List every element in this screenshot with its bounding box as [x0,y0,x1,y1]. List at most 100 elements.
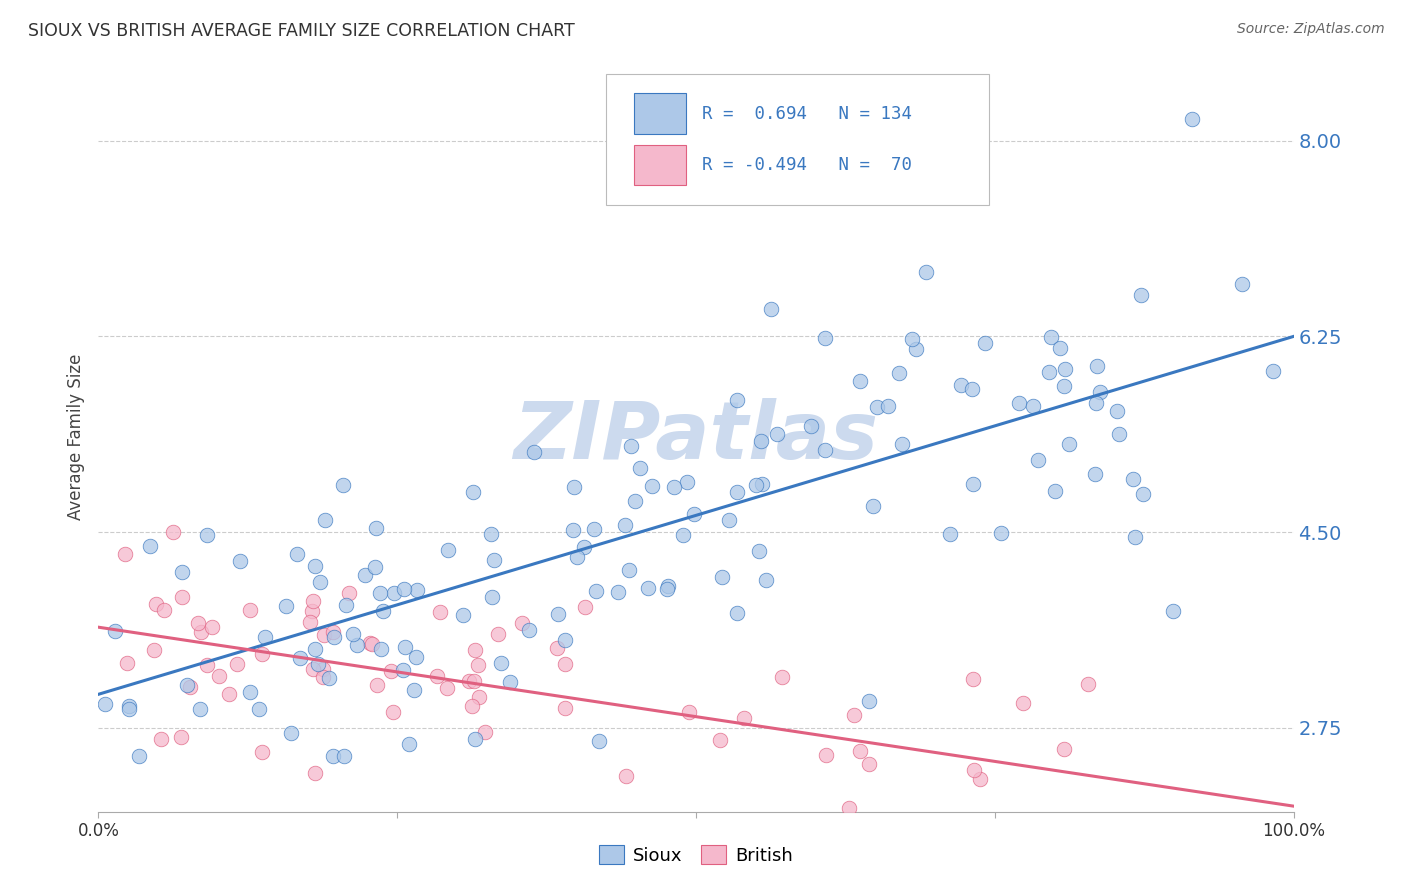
Point [617,563,640,577]
Point [405,582,427,597]
Point [208,669,231,683]
Point [463,673,485,688]
Point [302,594,325,608]
Point [1180,112,1202,126]
Point [1026,452,1049,467]
Point [437,543,460,558]
Point [118,698,141,713]
Text: Source: ZipAtlas.com: Source: ZipAtlas.com [1237,22,1385,37]
Point [678,706,700,720]
Point [1053,362,1076,376]
Point [554,701,576,715]
Point [614,769,637,783]
Point [682,508,704,522]
Point [657,579,679,593]
Point [1085,359,1108,374]
Point [962,673,984,687]
Point [114,547,136,561]
Point [1230,277,1253,292]
Point [1161,604,1184,618]
Point [479,527,502,541]
Point [364,559,387,574]
Point [583,522,606,536]
Point [218,687,240,701]
Point [429,606,451,620]
Point [554,632,576,647]
Point [482,553,505,567]
FancyBboxPatch shape [634,94,686,134]
Point [302,662,325,676]
Point [153,603,176,617]
Point [346,638,368,652]
Point [800,418,823,433]
Text: ZIPatlas: ZIPatlas [513,398,879,476]
Point [969,838,991,853]
Point [1132,487,1154,501]
Point [877,399,900,413]
Point [1021,399,1043,413]
Point [1130,288,1153,302]
Point [304,641,326,656]
Point [657,582,679,597]
Point [718,513,741,527]
Point [1105,403,1128,417]
Point [335,598,357,612]
Point [1038,366,1060,380]
Point [915,265,938,279]
Point [457,674,479,689]
Point [672,527,695,541]
Point [849,744,872,758]
FancyBboxPatch shape [634,145,686,185]
Point [468,690,491,704]
Point [392,664,415,678]
Point [285,547,308,561]
Y-axis label: Average Family Size: Average Family Size [66,354,84,520]
Point [844,707,866,722]
Point [394,640,416,655]
Point [838,801,860,815]
Point [359,635,381,649]
Point [969,772,991,787]
Point [94,697,117,711]
Point [104,624,127,638]
Point [814,442,837,457]
Point [321,624,343,639]
Point [467,658,489,673]
Point [900,332,922,346]
Point [176,678,198,692]
Point [380,664,402,678]
Point [990,525,1012,540]
Point [572,541,595,555]
Point [337,586,360,600]
Point [814,331,837,345]
Point [451,608,474,623]
Point [481,590,503,604]
Point [749,434,772,449]
Point [323,630,346,644]
Point [887,367,910,381]
Point [962,477,984,491]
Point [486,627,509,641]
Point [188,702,211,716]
Point [950,378,973,392]
Point [280,726,302,740]
Point [308,575,330,590]
Point [1053,741,1076,756]
Point [862,499,884,513]
Point [274,599,297,614]
Point [546,641,568,656]
Point [1261,363,1284,377]
Point [190,625,212,640]
Point [565,550,588,565]
Point [1123,530,1146,544]
Point [517,623,540,637]
Point [304,765,326,780]
Point [464,731,486,746]
Point [766,427,789,442]
Point [1085,396,1108,410]
Point [464,643,486,657]
Point [1008,396,1031,410]
Point [250,647,273,661]
Point [574,599,596,614]
Point [1077,677,1099,691]
